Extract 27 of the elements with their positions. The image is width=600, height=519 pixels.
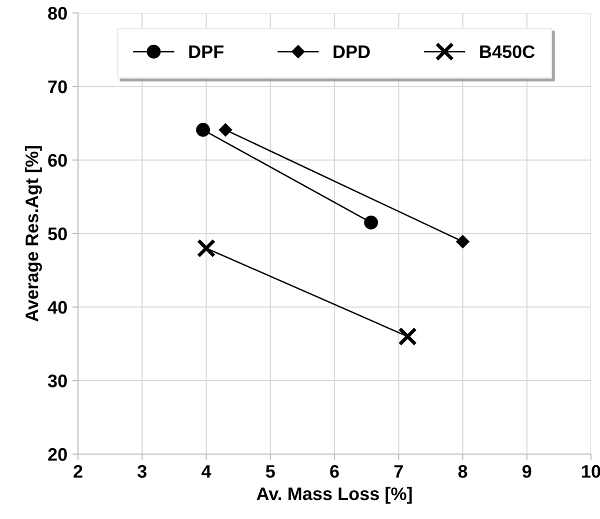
y-tick-label: 30 <box>48 374 67 388</box>
x-tick-label: 5 <box>266 465 275 478</box>
legend-label: DPF <box>189 46 224 58</box>
x-tick-label: 9 <box>522 465 532 478</box>
x-tick-label: 6 <box>330 465 339 478</box>
y-tick-label: 60 <box>48 154 67 167</box>
legend-label: B450C <box>480 45 535 58</box>
y-tick-label: 40 <box>48 301 67 314</box>
point <box>398 327 417 346</box>
point <box>218 123 232 136</box>
point <box>364 216 378 230</box>
x-tick-label: 10 <box>582 465 600 478</box>
y-tick-label: 20 <box>48 448 67 461</box>
y-tick-label: 70 <box>48 80 67 94</box>
x-axis-title: Av. Mass Loss [%] <box>256 486 412 504</box>
y-tick-label: 50 <box>48 227 67 240</box>
x-tick-label: 4 <box>202 465 212 478</box>
x-tick-label: 8 <box>458 465 468 478</box>
legend-label: DPD <box>334 46 370 58</box>
point <box>196 238 216 258</box>
x-tick-label: 2 <box>74 465 82 478</box>
x-tick-label: 3 <box>138 465 146 478</box>
y-axis-title: Average Res.Agt [%] <box>25 146 42 322</box>
point <box>456 235 470 248</box>
point <box>196 122 210 137</box>
y-tick-label: 80 <box>48 6 67 20</box>
x-tick-label: 7 <box>394 465 403 478</box>
